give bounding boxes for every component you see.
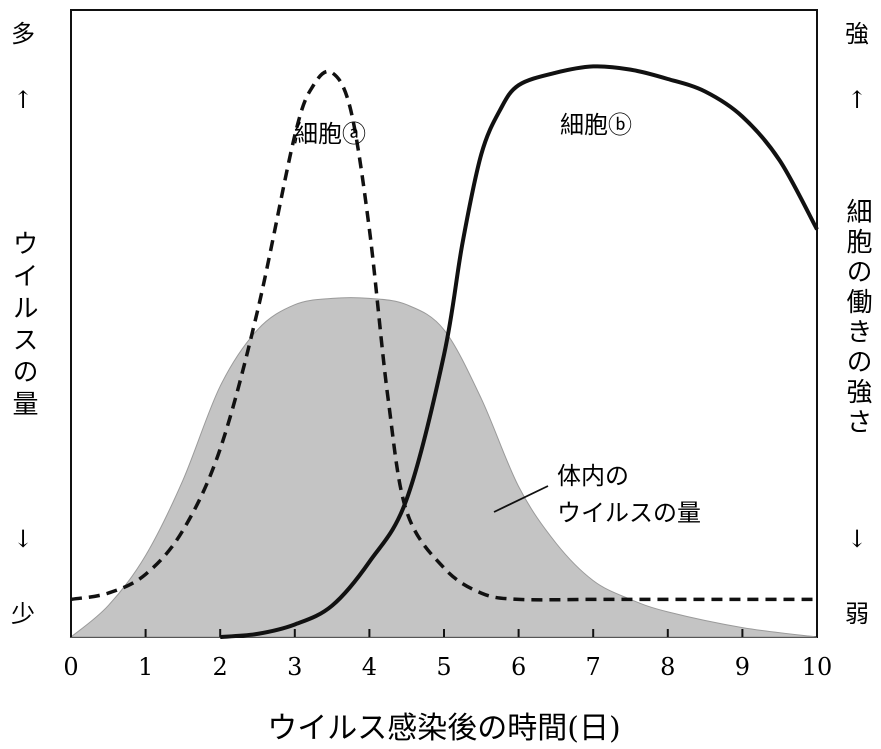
right-top-label: 強 <box>845 20 869 48</box>
x-tick-label: 7 <box>586 653 601 681</box>
x-tick-label: 6 <box>511 653 526 681</box>
x-tick-label: 1 <box>138 653 153 681</box>
cell-b-solid-line <box>220 64 819 639</box>
virus-area-pointer <box>493 485 549 513</box>
x-tick-label: 5 <box>436 653 451 681</box>
left-arrow-down: ↓ <box>13 525 33 553</box>
cell-lines-layer <box>70 64 819 639</box>
x-tick-label: 2 <box>213 653 228 681</box>
x-tick-label: 0 <box>63 653 78 681</box>
x-ticks: 0 1 2 3 4 5 6 7 8 9 10 <box>63 629 832 681</box>
x-tick-label: 3 <box>287 653 302 681</box>
virus-area-label-line2: ウイルスの量 <box>557 499 701 527</box>
left-bottom-label: 少 <box>11 600 35 628</box>
series-a-label: 細胞ⓐ <box>294 120 366 148</box>
cell-a-dashed-line <box>70 69 817 602</box>
right-axis-label: 細胞の働きの強さ <box>842 198 872 438</box>
right-arrow-up: ↑ <box>847 86 867 114</box>
x-tick-label: 9 <box>735 653 750 681</box>
virus-area-label-line1: 体内の <box>557 462 629 490</box>
x-tick-label: 8 <box>660 653 675 681</box>
left-arrow-up: ↑ <box>13 86 33 114</box>
right-arrow-down: ↓ <box>847 525 867 553</box>
left-axis-label: ウイルスの量 <box>8 230 38 422</box>
right-bottom-label: 弱 <box>845 600 869 628</box>
x-axis-label: ウイルス感染後の時間(日) <box>267 711 620 746</box>
x-tick-label: 10 <box>802 653 833 681</box>
x-tick-label: 4 <box>362 653 377 681</box>
left-top-label: 多 <box>11 20 35 48</box>
series-b-label: 細胞ⓑ <box>560 111 632 139</box>
